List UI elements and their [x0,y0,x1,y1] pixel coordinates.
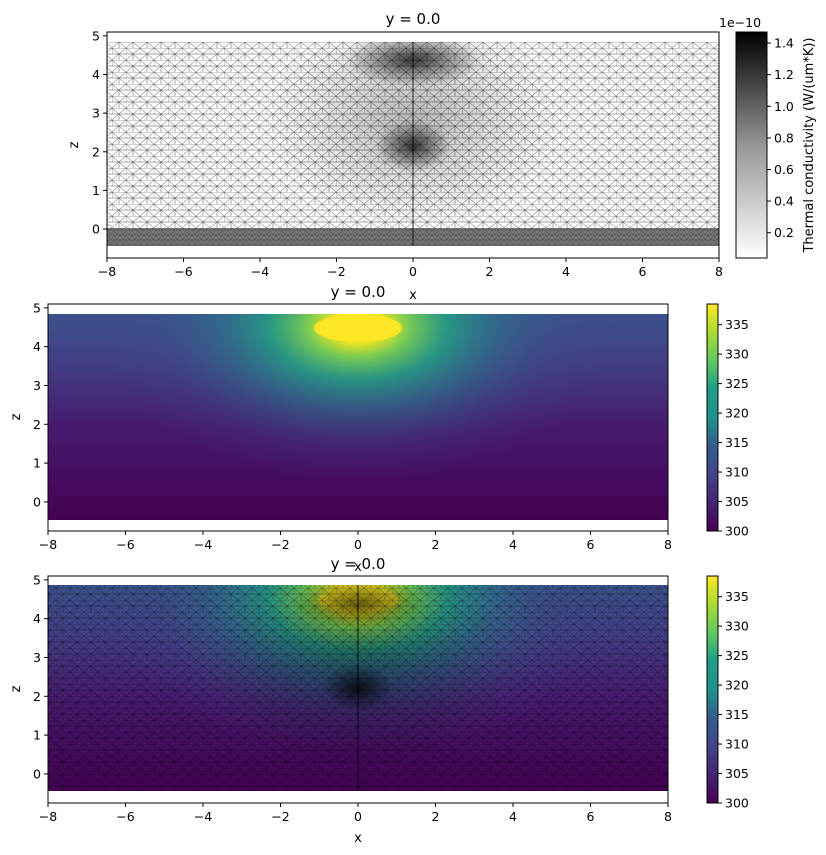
colorbar-tick-label: 325 [725,376,749,391]
colorbar-tick-label: 330 [725,619,749,634]
colorbar-tick-label: 1.4 [774,36,794,51]
y-tick-label: 1 [92,183,100,198]
y-tick-label: 1 [33,728,41,743]
y-axis: 0 1 2 3 4 5 [33,572,48,781]
colorbar-tick-label: 0.2 [774,225,794,240]
plot-title: y = 0.0 [331,283,386,301]
colorbar: 300 305 310 315 320 325 330 335 [706,575,749,811]
x-tick-label: 2 [486,264,494,279]
y-tick-label: 5 [92,28,100,43]
x-axis: −8 −6 −4 −2 0 2 4 6 8 [39,531,672,552]
colorbar-tick-label: 0.8 [774,130,794,145]
y-tick-label: 2 [33,417,41,432]
colorbar-label: Thermal conductivity (W/(um*K)) [802,37,817,253]
y-tick-label: 5 [33,300,41,315]
colorbar-tick-label: 325 [725,648,749,663]
x-tick-label: 8 [715,264,723,279]
y-axis-label: z [67,141,82,148]
colorbar-scale [706,575,719,804]
x-axis-label: x [409,288,417,303]
colorbar-tick-label: 335 [725,589,749,604]
colorbar-tick-label: 330 [725,347,749,362]
x-tick-label: 2 [432,537,440,552]
x-tick-label: 0 [409,264,417,279]
y-tick-label: 0 [33,494,41,509]
y-tick-label: 3 [33,650,41,665]
colorbar: 300 305 310 315 320 325 330 335 [706,303,749,539]
colorbar-scale [735,31,768,259]
x-tick-label: −2 [271,809,289,824]
colorbar-tick-label: 305 [725,494,749,509]
x-axis-label: x [354,560,362,575]
colorbar-tick-label: 315 [725,435,749,450]
colorbar-tick-label: 300 [725,796,749,811]
x-tick-label: 6 [587,809,595,824]
y-axis-label: z [9,413,24,420]
y-tick-label: 4 [92,67,100,82]
y-axis: 0 1 2 3 4 5 [33,300,48,509]
x-tick-label: −2 [327,264,345,279]
x-tick-label: −4 [194,809,212,824]
y-tick-label: 3 [33,378,41,393]
colorbar-tick-label: 310 [725,465,749,480]
y-tick-label: 0 [92,222,100,237]
y-tick-label: 0 [33,766,41,781]
y-tick-label: 2 [92,144,100,159]
colorbar-tick-label: 300 [725,524,749,539]
colorbar-tick-label: 1.0 [774,99,794,114]
colorbar-tick-label: 305 [725,766,749,781]
x-axis: −8 −6 −4 −2 0 2 4 6 8 [39,803,672,824]
x-tick-label: −6 [174,264,192,279]
x-tick-label: −2 [271,537,289,552]
x-tick-label: 6 [639,264,647,279]
x-axis: −8 −6 −4 −2 0 2 4 6 8 [98,258,723,279]
mesh-material-plot: y = 0.0 −8 −6 −4 −2 0 2 4 6 8 0 1 2 3 4 5 x z 1e−10 0… [67,10,817,303]
colorbar-tick-label: 310 [725,737,749,752]
mesh-region [48,585,668,791]
x-tick-label: 8 [664,537,672,552]
x-tick-label: 4 [509,537,517,552]
x-tick-label: 2 [432,809,440,824]
plot-title: y = 0.0 [386,10,441,28]
colorbar-tick-label: 315 [725,707,749,722]
x-tick-label: 6 [587,537,595,552]
y-tick-label: 3 [92,106,100,121]
colorbar-tick-label: 1.2 [774,67,794,82]
colorbar-exponent: 1e−10 [719,15,761,30]
x-tick-label: 4 [562,264,570,279]
colorbar: 1e−10 0.2 0.4 0.6 0.8 1.0 1.2 1.4 Thermal cond… [719,15,817,259]
y-tick-label: 4 [33,339,41,354]
x-tick-label: 0 [354,809,362,824]
x-tick-label: −8 [39,809,57,824]
x-tick-label: −8 [98,264,116,279]
colorbar-scale [706,303,719,532]
y-tick-label: 2 [33,689,41,704]
colorbar-tick-label: 335 [725,317,749,332]
y-axis-label: z [9,685,24,692]
hot-spot-glow [48,314,668,520]
colorbar-tick-label: 0.6 [774,162,794,177]
x-tick-label: −6 [116,537,134,552]
y-axis: 0 1 2 3 4 5 [92,28,107,237]
colorbar-tick-label: 0.4 [774,194,794,209]
x-tick-label: 4 [509,809,517,824]
x-tick-label: −6 [116,809,134,824]
x-axis-label: x [354,831,362,846]
heater-hot-spot [314,314,402,342]
x-tick-label: −8 [39,537,57,552]
y-tick-label: 4 [33,611,41,626]
x-tick-label: −4 [194,537,212,552]
x-tick-label: 0 [354,537,362,552]
mesh-region [107,42,719,246]
x-tick-label: 8 [664,809,672,824]
colorbar-tick-label: 320 [725,406,749,421]
y-tick-label: 1 [33,456,41,471]
colorbar-tick-label: 320 [725,678,749,693]
x-tick-label: −4 [251,264,269,279]
plot-title: y = 0.0 [331,555,386,573]
y-tick-label: 5 [33,572,41,587]
